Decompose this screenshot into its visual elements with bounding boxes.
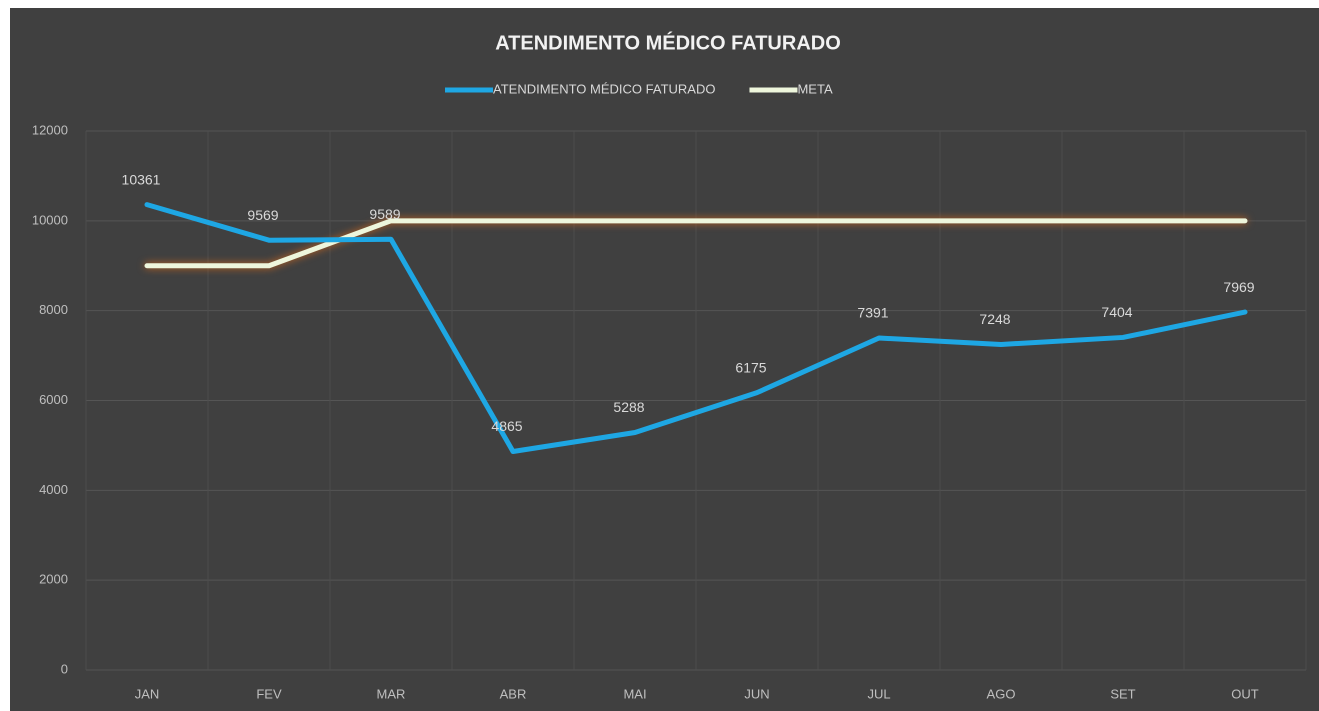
legend-label: META [797,81,832,96]
chart-background [10,8,1319,711]
data-label: 7404 [1101,304,1132,320]
line-series [144,202,1248,454]
x-tick-label: AGO [987,686,1016,701]
x-tick-label: JUL [867,686,890,701]
x-tick-label: MAR [377,686,406,701]
data-label: 9569 [247,207,278,223]
data-label: 5288 [613,399,644,415]
x-tick-label: FEV [256,686,282,701]
data-label: 10361 [122,171,161,187]
x-tick-label: OUT [1231,686,1259,701]
legend-label: ATENDIMENTO MÉDICO FATURADO [493,81,715,96]
data-label: 7391 [857,305,888,321]
chart-title: ATENDIMENTO MÉDICO FATURADO [495,31,841,54]
data-label: 4865 [491,418,522,434]
x-tick-label: MAI [623,686,646,701]
data-label: 7969 [1223,279,1254,295]
x-tick-label: ABR [500,686,527,701]
data-label: 9589 [369,206,400,222]
y-tick-label: 2000 [39,572,68,587]
y-tick-label: 6000 [39,392,68,407]
x-tick-label: JUN [744,686,769,701]
data-label: 7248 [979,311,1010,327]
y-tick-label: 8000 [39,302,68,317]
data-label: 6175 [735,359,766,375]
y-tick-label: 0 [61,661,68,676]
x-tick-label: SET [1110,686,1135,701]
y-tick-label: 12000 [32,122,68,137]
y-tick-label: 4000 [39,482,68,497]
x-tick-label: JAN [135,686,160,701]
line-series [144,218,1248,269]
y-tick-label: 10000 [32,212,68,227]
